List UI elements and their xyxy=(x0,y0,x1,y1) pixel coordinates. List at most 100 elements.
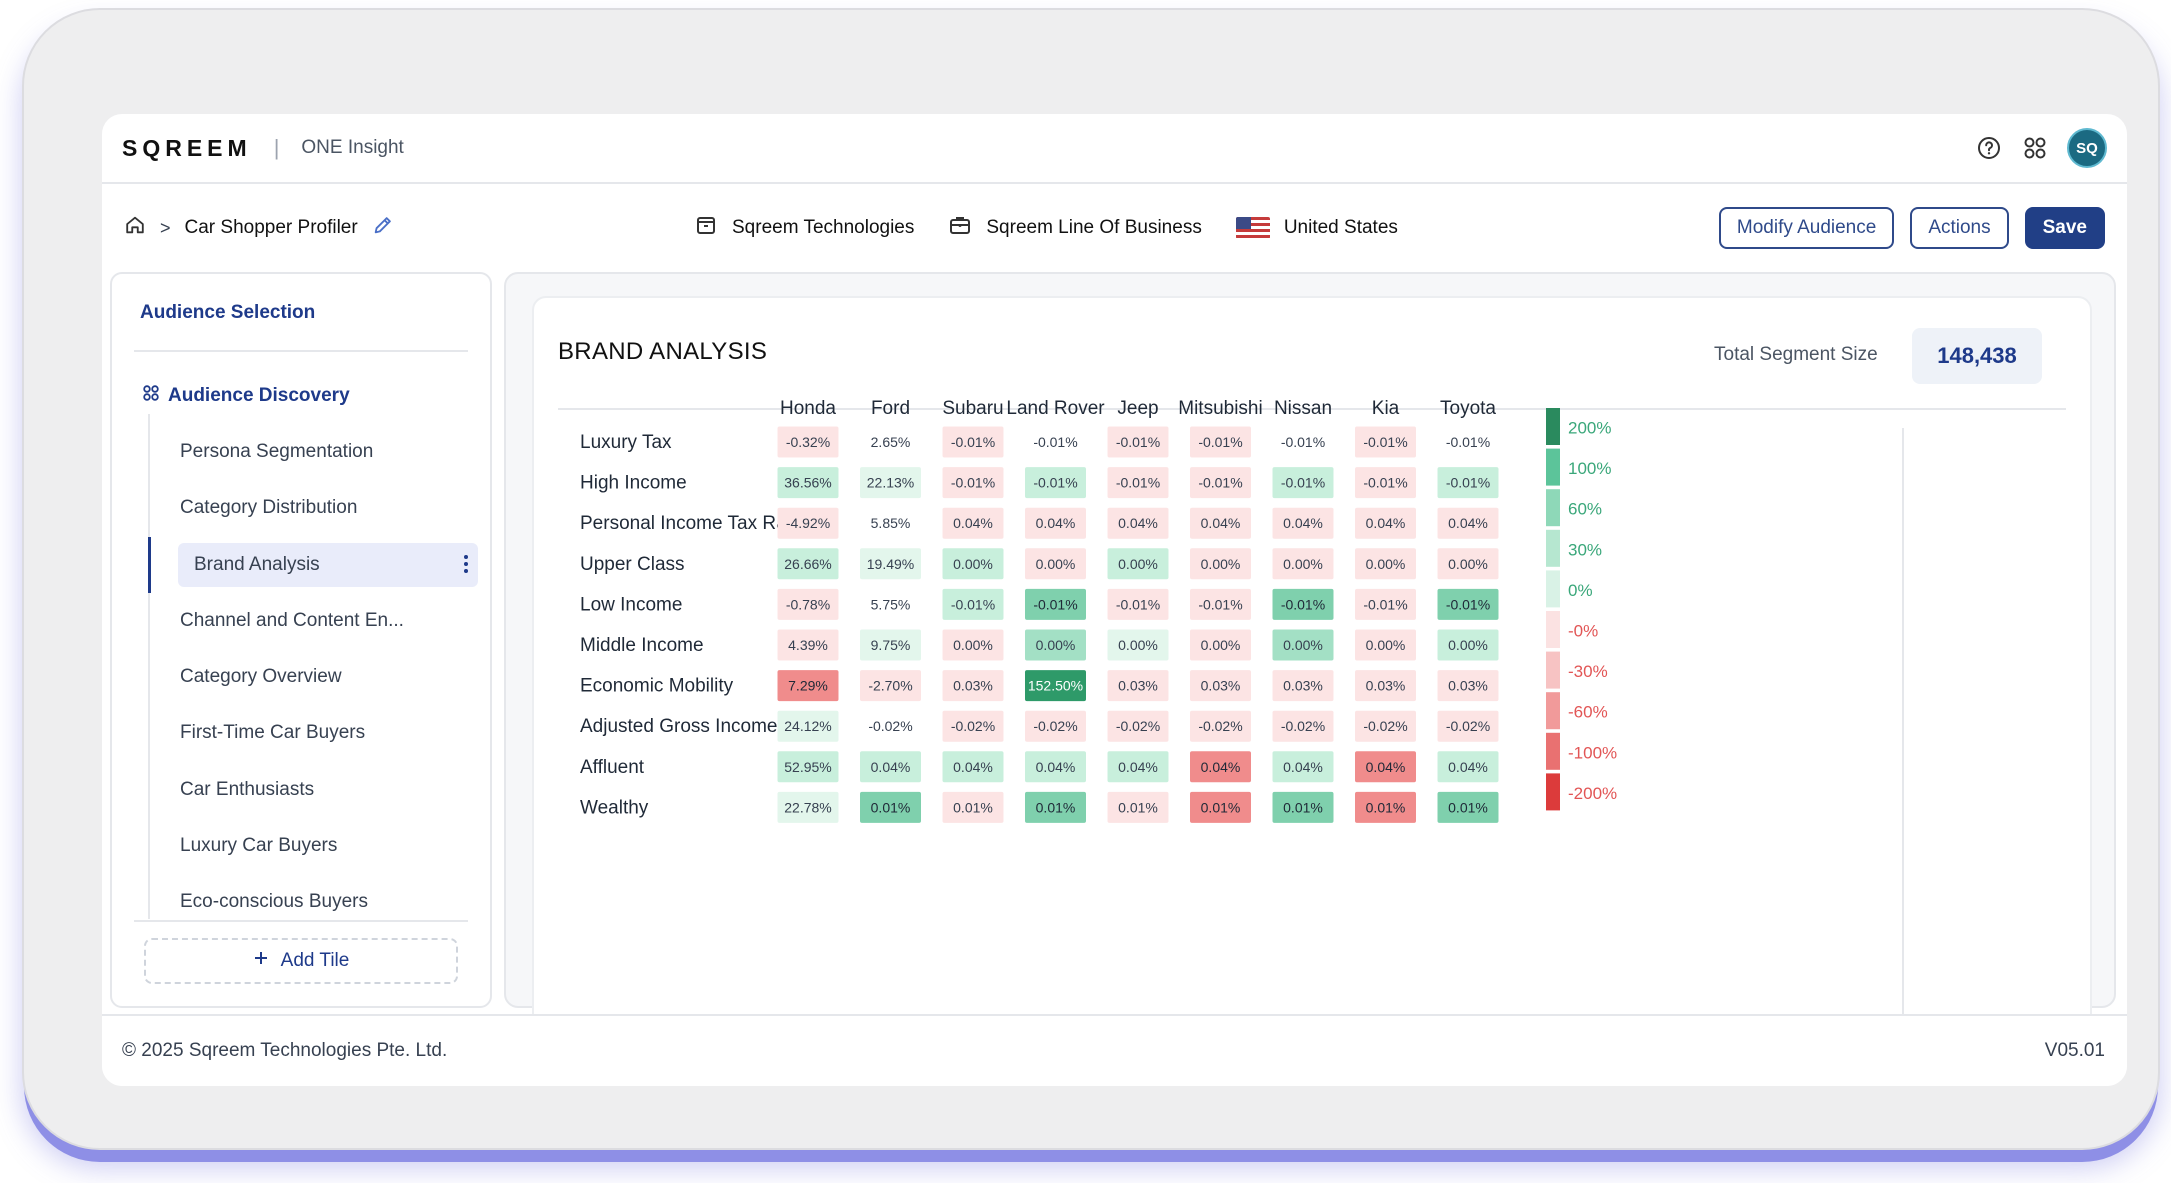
legend-label: 0% xyxy=(1568,581,1593,600)
heatmap-cell-value: 5.85% xyxy=(871,515,911,531)
legend-swatch xyxy=(1546,489,1560,527)
pencil-icon[interactable] xyxy=(372,214,394,242)
row-label: Economic Mobility xyxy=(580,676,734,697)
company-selector[interactable]: Sqreem Technologies xyxy=(694,213,914,243)
heatmap-cell-value: -0.01% xyxy=(951,596,995,612)
country-name: United States xyxy=(1283,217,1398,238)
legend-label: -30% xyxy=(1568,662,1608,681)
heatmap-cell-value: 0.01% xyxy=(1036,799,1076,815)
sidebar-item-eco-conscious-buyers[interactable]: Eco-conscious Buyers xyxy=(148,874,478,916)
help-circle-icon[interactable] xyxy=(1975,134,2003,162)
modify-audience-button[interactable]: Modify Audience xyxy=(1718,207,1895,249)
heatmap-cell xyxy=(1025,426,1086,458)
segment-size-value: 148,438 xyxy=(1912,328,2042,384)
sidebar-item-brand-analysis[interactable]: Brand Analysis xyxy=(148,536,478,593)
heatmap-cell-value: 152.50% xyxy=(1028,678,1083,694)
heatmap-cell-value: 0.04% xyxy=(1201,515,1241,531)
heatmap-cell-value: -0.01% xyxy=(1116,596,1160,612)
business-line-selector[interactable]: Sqreem Line Of Business xyxy=(948,213,1202,243)
heatmap-cell xyxy=(1272,426,1334,458)
audience-discovery-group[interactable]: Audience Discovery xyxy=(142,384,350,408)
heatmap-cell-value: 0.04% xyxy=(1283,515,1323,531)
sidebar-item-first-time-car-buyers[interactable]: First-Time Car Buyers xyxy=(148,705,478,761)
breadcrumb: > Car Shopper Profiler xyxy=(124,214,394,242)
heatmap-cell-value: 26.66% xyxy=(784,556,831,572)
heatmap-cell-value: 0.00% xyxy=(1201,637,1241,653)
sidebar-item-persona-segmentation[interactable]: Persona Segmentation xyxy=(148,424,478,480)
row-label: Upper Class xyxy=(580,554,685,575)
heatmap-cell-value: -0.01% xyxy=(1198,434,1242,450)
heatmap-cell-value: 0.01% xyxy=(1118,799,1158,815)
row-label: Low Income xyxy=(580,594,682,615)
heatmap-cell-value: 0.04% xyxy=(1448,759,1488,775)
column-header: Ford xyxy=(871,398,910,419)
heatmap-cell-value: -0.01% xyxy=(1446,434,1490,450)
sidebar-divider xyxy=(134,920,468,922)
actions-button[interactable]: Actions xyxy=(1910,207,2009,249)
heatmap-cell-value: 0.04% xyxy=(953,515,993,531)
heatmap-cell xyxy=(1272,710,1334,742)
sidebar-item-car-enthusiasts[interactable]: Car Enthusiasts xyxy=(148,761,478,817)
heatmap-cell xyxy=(942,751,1004,783)
legend-label: 200% xyxy=(1568,419,1611,438)
heatmap-cell xyxy=(1355,588,1416,620)
heatmap-cell xyxy=(1355,791,1416,823)
card-title: BRAND ANALYSIS xyxy=(558,338,768,365)
briefcase-icon xyxy=(948,213,972,243)
company-name: Sqreem Technologies xyxy=(732,217,915,238)
sidebar-item-label: Luxury Car Buyers xyxy=(180,834,338,856)
sidebar-divider xyxy=(134,350,468,352)
heatmap-cell xyxy=(1437,467,1499,499)
heatmap-cell-value: 0.00% xyxy=(1201,556,1241,572)
heatmap-cell-value: -0.02% xyxy=(1446,718,1490,734)
home-icon[interactable] xyxy=(124,214,146,242)
column-header: Jeep xyxy=(1117,398,1158,419)
heatmap-cell-value: 0.04% xyxy=(1448,515,1488,531)
heatmap-cell xyxy=(1025,507,1086,539)
heatmap-cell-value: 0.04% xyxy=(871,759,911,775)
sidebar-item-category-distribution[interactable]: Category Distribution xyxy=(148,480,478,536)
heatmap-cell-value: -0.02% xyxy=(1033,718,1077,734)
heatmap-cell xyxy=(1272,588,1334,620)
country-selector[interactable]: United States xyxy=(1235,217,1398,239)
heatmap-cell-value: 0.04% xyxy=(1201,759,1241,775)
column-header: Toyota xyxy=(1440,398,1496,419)
heatmap-cell-value: -0.01% xyxy=(1033,475,1077,491)
heatmap-cell-value: -0.01% xyxy=(1198,596,1242,612)
add-tile-button[interactable]: Add Tile xyxy=(144,938,458,984)
heatmap-cell xyxy=(1190,710,1251,742)
breadcrumb-separator: > xyxy=(160,217,171,238)
heatmap-cell xyxy=(1025,710,1086,742)
sidebar-item-category-overview[interactable]: Category Overview xyxy=(148,649,478,705)
heatmap-cell xyxy=(1190,467,1251,499)
heatmap-cell-value: 0.01% xyxy=(1448,799,1488,815)
apps-grid-icon[interactable] xyxy=(2021,134,2049,162)
heatmap-cell xyxy=(777,548,839,580)
logo[interactable]: SQREEM xyxy=(122,134,252,161)
heatmap-cell xyxy=(1437,507,1499,539)
heatmap-cell xyxy=(942,670,1004,702)
heatmap-cell xyxy=(1437,670,1499,702)
heatmap-cell-value: 0.03% xyxy=(1118,678,1158,694)
heatmap-cell-value: 0.03% xyxy=(1448,678,1488,694)
heatmap-cell xyxy=(942,629,1004,661)
audience-discovery-label: Audience Discovery xyxy=(168,385,350,406)
heatmap-cell-value: 0.03% xyxy=(953,678,993,694)
heatmap-cell xyxy=(777,507,839,539)
avatar[interactable]: SQ xyxy=(2067,128,2107,168)
legend-swatch xyxy=(1546,570,1560,608)
heatmap-cell xyxy=(1025,588,1086,620)
sidebar-item-channel-content[interactable]: Channel and Content En... xyxy=(148,593,478,649)
heatmap-cell-value: 0.04% xyxy=(953,759,993,775)
heatmap-cell xyxy=(860,467,921,499)
save-button[interactable]: Save xyxy=(2024,207,2105,249)
heatmap-cell xyxy=(1190,588,1251,620)
heatmap-cell-value: 2.65% xyxy=(871,434,911,450)
more-options-icon[interactable] xyxy=(464,554,468,573)
sidebar: Audience Selection Audience Discovery Pe… xyxy=(110,272,492,1008)
heatmap-cell-value: -0.01% xyxy=(1281,434,1325,450)
sidebar-item-luxury-car-buyers[interactable]: Luxury Car Buyers xyxy=(148,818,478,874)
heatmap-cell-value: 0.01% xyxy=(1366,799,1406,815)
heatmap-cell-value: 22.13% xyxy=(867,475,914,491)
heatmap-cell xyxy=(1437,588,1499,620)
